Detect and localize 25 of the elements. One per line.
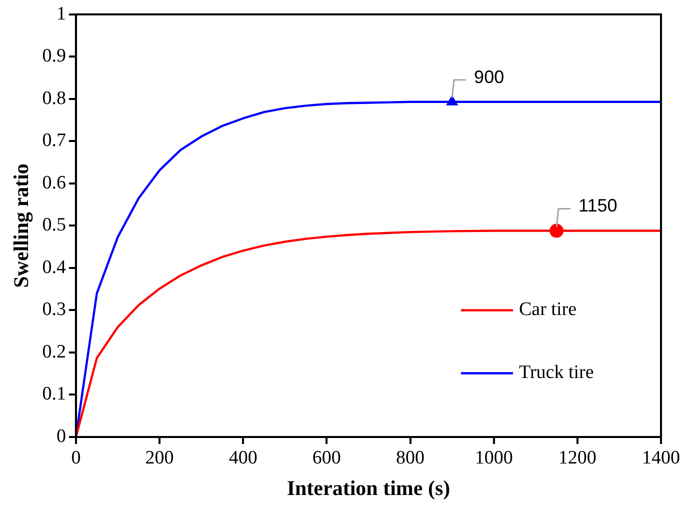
legend-label: Car tire: [519, 299, 577, 320]
y-tick-label: 0.6: [42, 172, 66, 194]
y-axis-title: Swelling ratio: [9, 164, 34, 288]
x-tick-label: 800: [396, 447, 425, 468]
x-tick-label: 1400: [642, 447, 680, 468]
y-tick-label: 0.9: [42, 46, 66, 67]
y-tick-label: 0.2: [42, 341, 66, 362]
x-tick-label: 1200: [558, 447, 596, 468]
y-tick-label: 0.7: [42, 130, 66, 152]
y-tick-label: 0.5: [42, 214, 66, 236]
x-tick-label: 400: [228, 447, 258, 468]
annotation: 900: [474, 66, 504, 87]
x-tick-label: 0: [71, 447, 81, 468]
x-axis-title: Interation time (s): [286, 476, 450, 500]
annotation: 1150: [578, 196, 618, 216]
y-tick-label: 0.4: [42, 256, 66, 278]
legend-label: Truck tire: [519, 362, 594, 384]
y-tick-label: 0.3: [42, 299, 66, 320]
y-tick-label: 0.8: [42, 88, 66, 109]
y-tick-label: 0: [56, 426, 66, 447]
x-tick-label: 1000: [474, 447, 513, 468]
y-tick-label: 0.1: [42, 384, 66, 405]
x-tick-label: 200: [145, 447, 174, 468]
x-tick-label: 600: [312, 447, 341, 468]
y-tick-label: 1: [56, 3, 66, 24]
